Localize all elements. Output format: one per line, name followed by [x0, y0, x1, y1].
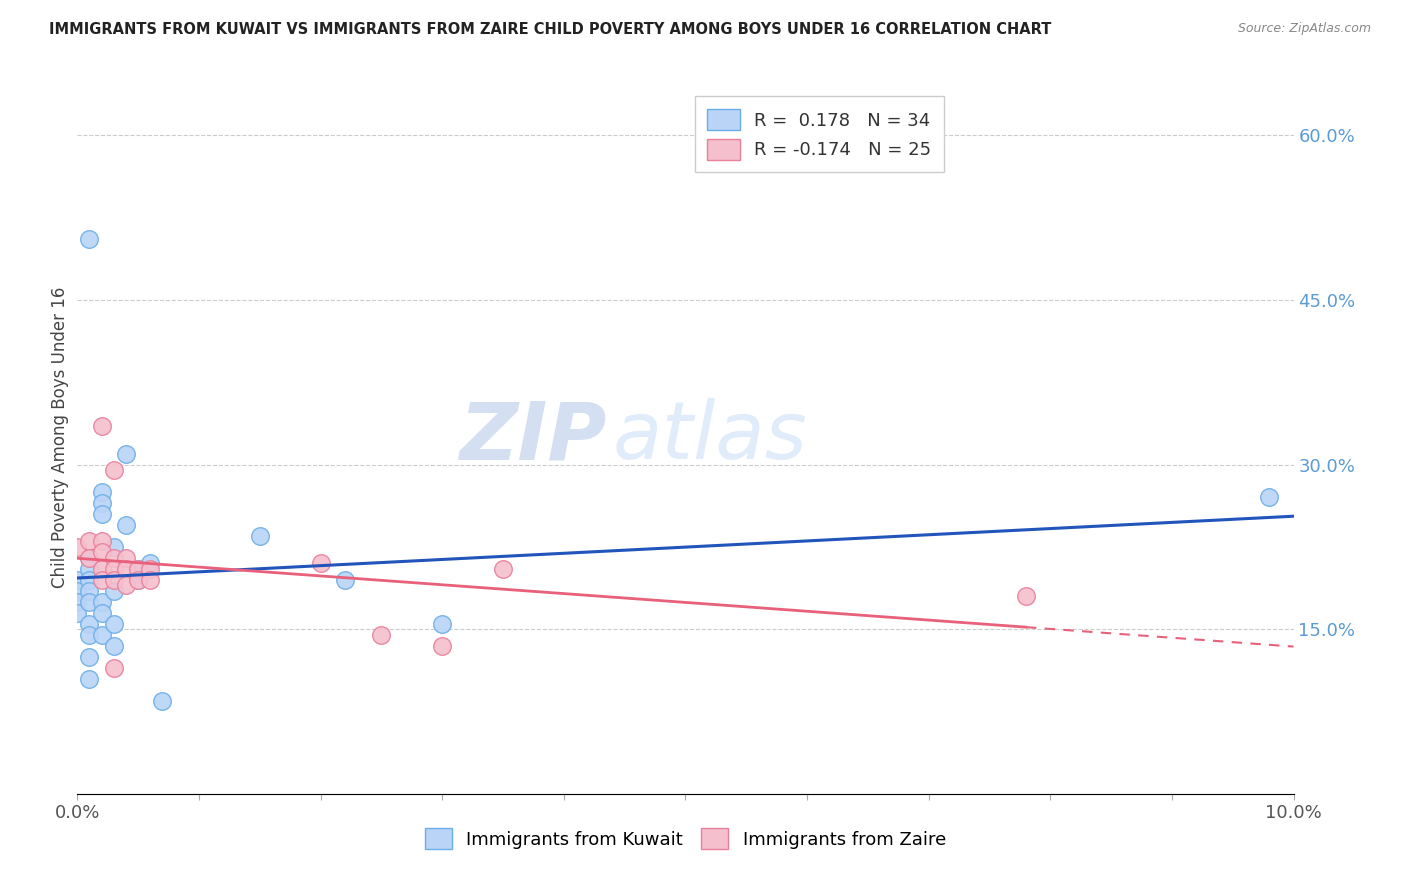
Point [103, 562, 125, 576]
Point [127, 562, 149, 576]
Point [79, 534, 101, 549]
Point [139, 562, 162, 576]
Point [432, 616, 454, 631]
Point [79, 562, 101, 576]
Point [249, 529, 271, 543]
Point [79, 550, 101, 565]
Text: IMMIGRANTS FROM KUWAIT VS IMMIGRANTS FROM ZAIRE CHILD POVERTY AMONG BOYS UNDER 1: IMMIGRANTS FROM KUWAIT VS IMMIGRANTS FRO… [49, 22, 1052, 37]
Point [492, 562, 515, 576]
Point [115, 550, 138, 565]
Point [333, 573, 356, 587]
Y-axis label: Child Poverty Among Boys Under 16: Child Poverty Among Boys Under 16 [51, 286, 69, 588]
Point [309, 557, 332, 571]
Point [1258, 491, 1281, 505]
Point [79, 616, 101, 631]
Point [66, 606, 89, 620]
Point [66, 573, 89, 587]
Point [90, 545, 112, 559]
Point [79, 672, 101, 686]
Point [90, 606, 112, 620]
Point [90, 485, 112, 500]
Legend: Immigrants from Kuwait, Immigrants from Zaire: Immigrants from Kuwait, Immigrants from … [418, 821, 953, 856]
Point [90, 595, 112, 609]
Point [79, 232, 101, 246]
Point [90, 496, 112, 510]
Point [79, 649, 101, 664]
Point [103, 540, 125, 554]
Text: Source: ZipAtlas.com: Source: ZipAtlas.com [1237, 22, 1371, 36]
Point [139, 557, 162, 571]
Point [139, 573, 162, 587]
Point [127, 573, 149, 587]
Point [103, 660, 125, 674]
Text: atlas: atlas [613, 398, 807, 476]
Point [90, 573, 112, 587]
Point [103, 573, 125, 587]
Point [79, 583, 101, 598]
Point [79, 628, 101, 642]
Point [90, 628, 112, 642]
Point [90, 507, 112, 521]
Point [79, 595, 101, 609]
Point [66, 595, 89, 609]
Point [90, 419, 112, 434]
Point [103, 463, 125, 477]
Point [370, 628, 392, 642]
Point [1015, 589, 1038, 603]
Point [103, 616, 125, 631]
Point [115, 562, 138, 576]
Point [66, 583, 89, 598]
Text: ZIP: ZIP [458, 398, 606, 476]
Point [115, 446, 138, 460]
Point [115, 517, 138, 532]
Point [127, 573, 149, 587]
Point [152, 693, 174, 707]
Point [90, 534, 112, 549]
Point [103, 550, 125, 565]
Point [79, 573, 101, 587]
Point [115, 578, 138, 592]
Point [103, 639, 125, 653]
Point [66, 540, 89, 554]
Point [432, 639, 454, 653]
Point [90, 562, 112, 576]
Point [79, 550, 101, 565]
Point [127, 562, 149, 576]
Point [103, 583, 125, 598]
